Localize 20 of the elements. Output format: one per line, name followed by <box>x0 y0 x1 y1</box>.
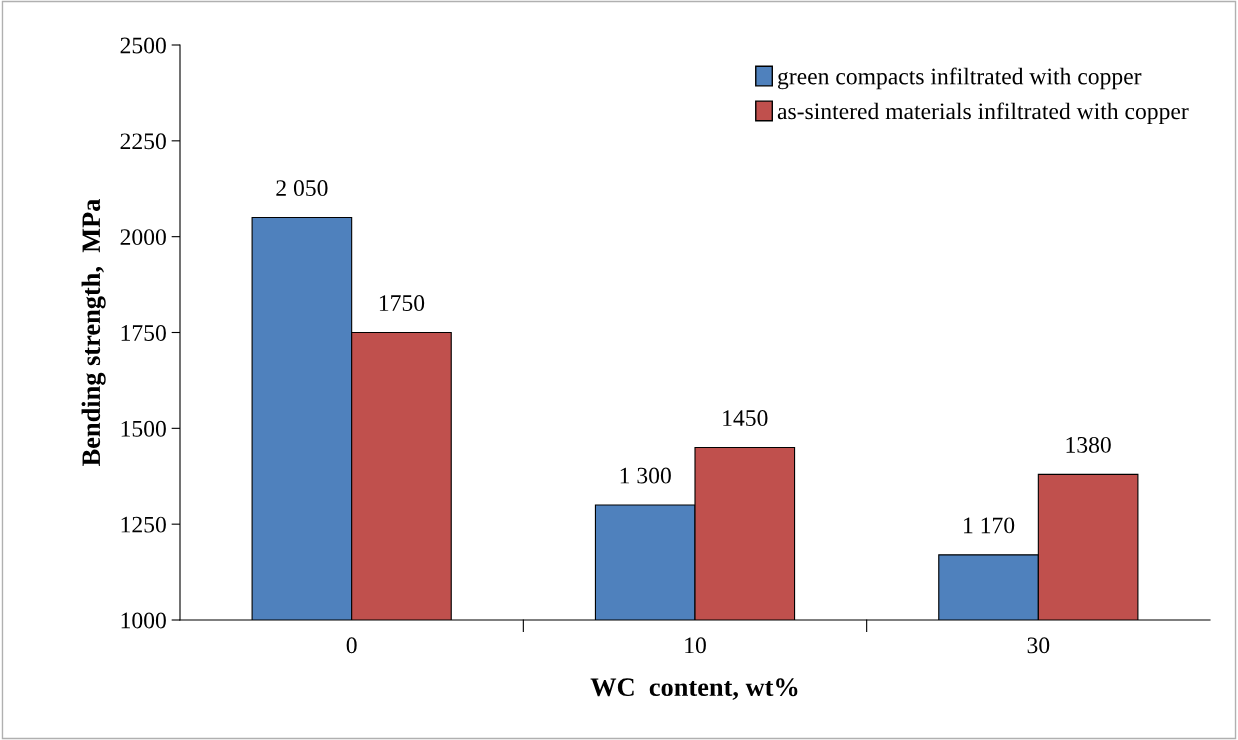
y-tick-label: 2500 <box>120 37 166 54</box>
y-tick-label: 2000 <box>120 229 166 246</box>
y-axis-title: Bending strength, MPa <box>81 198 106 466</box>
data-label: 2 050 <box>276 180 328 197</box>
data-label: 1750 <box>379 295 425 312</box>
legend-label: as-sintered materials infiltrated with copper <box>777 102 1189 125</box>
y-tick-label: 1750 <box>121 324 166 341</box>
data-label: 1 170 <box>964 517 1015 534</box>
legend-label: green compacts infiltrated with copper <box>778 67 1142 90</box>
x-tick-label: 30 <box>1027 637 1050 654</box>
x-tick-label: 10 <box>685 637 706 654</box>
y-tick-label: 1250 <box>121 516 166 533</box>
y-tick-label: 1000 <box>121 612 166 629</box>
x-tick-label: 0 <box>346 637 357 654</box>
y-tick-label: 1500 <box>121 420 166 437</box>
data-label: 1 300 <box>620 467 671 484</box>
x-axis-title: WC content, wt% <box>590 678 798 700</box>
data-label: 1450 <box>723 410 768 427</box>
data-label: 1380 <box>1066 436 1111 453</box>
y-tick-label: 2250 <box>120 133 166 150</box>
